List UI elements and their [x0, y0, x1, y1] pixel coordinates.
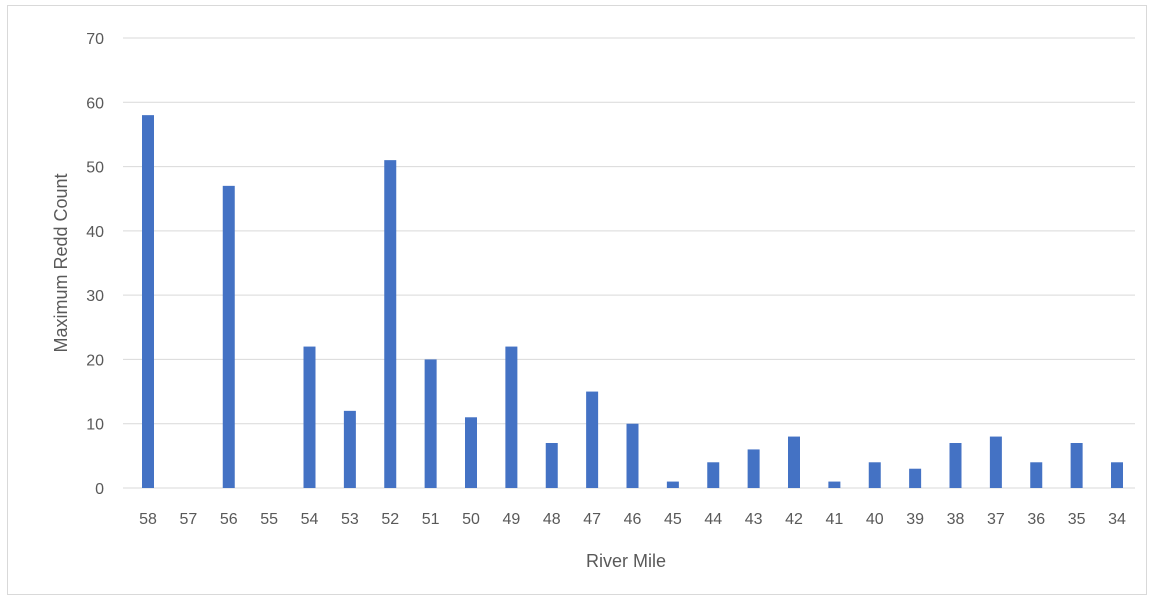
bar-river-mile-52 [384, 160, 397, 488]
x-tick-label: 46 [624, 511, 642, 528]
y-tick-label: 50 [86, 160, 104, 177]
bar-river-mile-53 [343, 410, 356, 488]
y-tick-label: 0 [95, 481, 104, 498]
bar-river-mile-49 [505, 346, 518, 488]
x-tick-label: 36 [1027, 511, 1045, 528]
bar-river-mile-50 [465, 417, 477, 488]
x-tick-label: 53 [341, 511, 359, 528]
x-tick-label: 56 [220, 511, 238, 528]
x-tick-label: 51 [422, 511, 440, 528]
y-tick-label: 60 [86, 95, 104, 112]
bar-river-mile-47 [586, 391, 599, 488]
x-tick-label: 45 [664, 511, 682, 528]
x-tick-label: 44 [704, 511, 722, 528]
bar-river-mile-51 [424, 359, 437, 488]
y-tick-label: 30 [86, 288, 104, 305]
bar-river-mile-43 [747, 449, 760, 488]
x-tick-label: 50 [462, 511, 480, 528]
x-tick-label: 41 [825, 511, 843, 528]
bar-river-mile-35 [1070, 443, 1083, 488]
bar-river-mile-38 [949, 443, 962, 488]
bar-river-mile-48 [545, 443, 558, 488]
y-axis-tick-labels: 0 10 20 30 40 50 60 70 [86, 31, 104, 498]
x-tick-label: 43 [745, 511, 763, 528]
y-axis-title: Maximum Redd Count [51, 173, 71, 352]
bar-river-mile-56 [222, 185, 235, 488]
bar-river-mile-42 [788, 436, 800, 488]
x-tick-label: 47 [583, 511, 601, 528]
bar-river-mile-46 [626, 423, 639, 488]
x-axis-tick-labels: 58 57 56 55 54 53 52 51 50 49 48 47 46 45 44 43 42 41 40 39… [139, 511, 1126, 528]
bar-river-mile-37 [989, 436, 1002, 488]
y-tick-label: 40 [86, 224, 104, 241]
x-tick-label: 37 [987, 511, 1005, 528]
x-tick-label: 54 [301, 511, 319, 528]
bar-river-mile-41 [828, 481, 841, 488]
y-tick-label: 70 [86, 31, 104, 48]
bar-river-mile-39 [909, 468, 922, 488]
x-tick-label: 55 [260, 511, 278, 528]
bar-river-mile-45 [666, 481, 679, 488]
y-tick-label: 10 [86, 417, 104, 434]
x-tick-label: 49 [502, 511, 520, 528]
chart-frame [7, 5, 1147, 595]
x-tick-label: 40 [866, 511, 884, 528]
bar-river-mile-40 [868, 462, 881, 488]
bar-river-mile-44 [707, 462, 720, 488]
bar-river-mile-34 [1111, 462, 1123, 488]
bar-river-mile-58 [142, 115, 154, 489]
x-tick-label: 35 [1068, 511, 1086, 528]
x-tick-label: 48 [543, 511, 561, 528]
x-tick-label: 42 [785, 511, 803, 528]
x-axis-title: River Mile [586, 551, 666, 571]
y-tick-label: 20 [86, 352, 104, 369]
x-tick-label: 39 [906, 511, 924, 528]
x-tick-label: 34 [1108, 511, 1126, 528]
bar-river-mile-36 [1030, 462, 1043, 488]
x-tick-label: 57 [179, 511, 197, 528]
bar-river-mile-54 [303, 346, 316, 488]
x-tick-label: 52 [381, 511, 399, 528]
gridlines [123, 37, 1135, 425]
x-tick-label: 38 [947, 511, 965, 528]
x-tick-label: 58 [139, 511, 157, 528]
bars [142, 115, 1123, 489]
